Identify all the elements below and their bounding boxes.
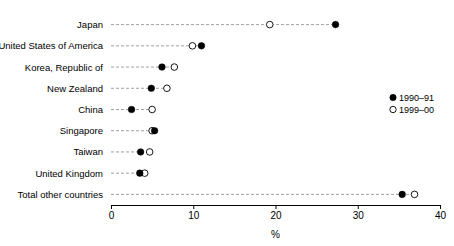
x-axis: 0 10 20 30 40	[109, 205, 447, 221]
guide-line	[111, 88, 167, 89]
x-tick: 40	[435, 205, 447, 221]
legend-item: 1990–91	[390, 93, 434, 103]
dot	[171, 64, 178, 71]
dot	[164, 85, 171, 92]
y-tick: New Zealand	[47, 83, 103, 94]
dot	[146, 149, 153, 156]
dot	[399, 191, 406, 198]
legend-label: 1990–91	[399, 93, 434, 103]
legend-marker	[390, 94, 396, 100]
guide-line	[111, 130, 155, 131]
legend-marker	[390, 106, 396, 112]
x-tick-label: 20	[270, 210, 282, 221]
x-tick: 0	[109, 205, 115, 221]
x-tick-mark	[111, 205, 112, 209]
dot	[148, 85, 155, 92]
x-tick-label: 30	[353, 210, 365, 221]
chart: 0 10 20 30 40% Japan United States of America K…	[0, 0, 454, 246]
x-tick: 20	[270, 205, 282, 221]
dot	[411, 191, 418, 198]
category-label: New Zealand	[47, 83, 103, 94]
dot	[128, 106, 135, 113]
dot	[189, 43, 196, 50]
category-label: China	[78, 104, 104, 115]
y-tick: Japan	[77, 19, 103, 30]
marks	[111, 21, 418, 197]
category-label: United States of America	[0, 40, 104, 51]
y-tick: Total other countries	[17, 189, 103, 200]
legend: 1990–91 1999–00	[390, 93, 434, 115]
y-tick: Korea, Republic of	[25, 62, 104, 73]
plot: 0 10 20 30 40% Japan United States of America K…	[0, 19, 446, 240]
guide-line	[111, 194, 415, 195]
y-axis: Japan United States of America Korea, Repu…	[0, 19, 104, 200]
x-tick-mark	[193, 205, 194, 209]
y-tick: Taiwan	[73, 146, 103, 157]
x-tick-mark	[358, 205, 359, 209]
y-tick: Singapore	[60, 125, 103, 136]
x-tick: 10	[188, 205, 200, 221]
dot	[136, 170, 143, 177]
dot	[198, 43, 205, 50]
legend-label: 1999–00	[399, 105, 434, 115]
x-tick: 30	[353, 205, 365, 221]
x-axis-line	[112, 206, 441, 210]
x-tick-label: 10	[188, 210, 200, 221]
category-label: Total other countries	[17, 189, 103, 200]
category-label: Singapore	[60, 125, 103, 136]
category-label: Taiwan	[73, 146, 103, 157]
legend-item: 1999–00	[390, 105, 434, 115]
guide-line	[111, 24, 336, 25]
x-tick-label: 0	[109, 210, 115, 221]
x-tick-mark	[276, 205, 277, 209]
x-axis-title: %	[271, 229, 280, 240]
category-label: Japan	[77, 19, 103, 30]
dot	[266, 21, 273, 28]
y-tick: United Kingdom	[35, 168, 103, 179]
dot	[159, 64, 166, 71]
category-label: Korea, Republic of	[25, 62, 104, 73]
dot	[332, 21, 339, 28]
x-tick-label: 40	[435, 210, 447, 221]
y-tick: United States of America	[0, 40, 104, 51]
dot	[149, 106, 156, 113]
category-label: United Kingdom	[35, 168, 103, 179]
y-tick: China	[78, 104, 104, 115]
dot	[151, 127, 158, 134]
dot	[137, 149, 144, 156]
guide-line	[111, 45, 201, 46]
x-tick-mark	[440, 205, 441, 209]
